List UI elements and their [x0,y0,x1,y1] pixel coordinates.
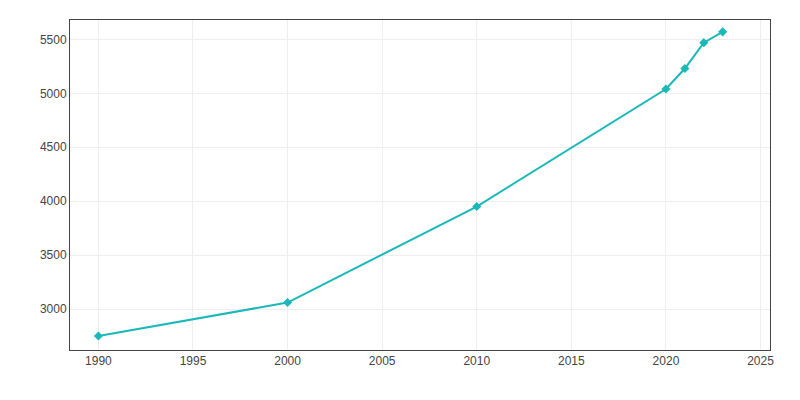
svg-text:5500: 5500 [40,33,67,47]
svg-text:4500: 4500 [40,140,67,154]
svg-text:2020: 2020 [653,354,680,368]
svg-text:2010: 2010 [463,354,490,368]
svg-text:1995: 1995 [180,354,207,368]
svg-text:3500: 3500 [40,248,67,262]
svg-text:2000: 2000 [274,354,301,368]
svg-text:1990: 1990 [85,354,112,368]
svg-text:3000: 3000 [40,302,67,316]
svg-text:2005: 2005 [369,354,396,368]
svg-text:5000: 5000 [40,87,67,101]
svg-text:2015: 2015 [558,354,585,368]
svg-text:4000: 4000 [40,194,67,208]
svg-text:2025: 2025 [747,354,774,368]
